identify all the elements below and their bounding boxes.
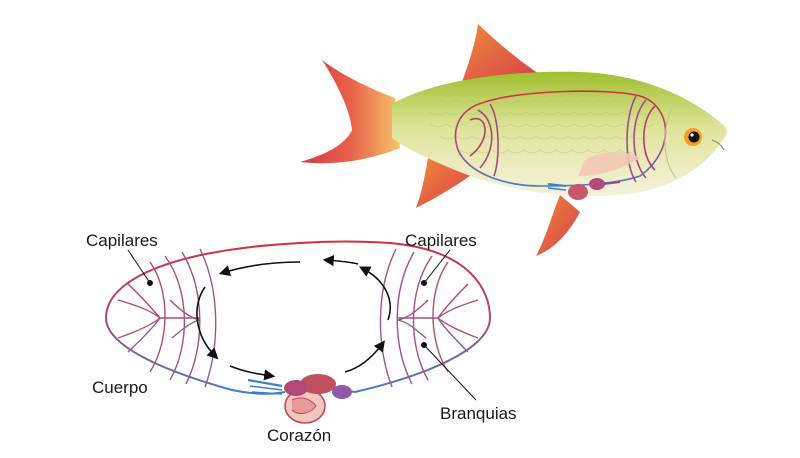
arrow-right — [359, 266, 391, 321]
arrow-bottom-left — [229, 365, 276, 381]
capillaries-body — [117, 248, 217, 388]
arrow-bottom-right — [344, 340, 385, 373]
fish-eye — [684, 128, 702, 146]
vein-to-heart — [231, 389, 286, 395]
fish-circulation-loop — [454, 90, 667, 187]
fish-illustration — [300, 24, 727, 256]
main-vessel-loop — [104, 240, 492, 393]
fish-scales — [429, 99, 655, 154]
tail-fin — [300, 60, 400, 164]
heart — [247, 374, 352, 424]
arrow-top-left — [218, 261, 301, 277]
label-capillaries-gills: Capilares — [405, 231, 477, 250]
arrow-left — [196, 286, 219, 360]
gill-cover — [664, 107, 677, 179]
fish-heart — [547, 178, 621, 200]
arrow-top-right — [322, 254, 359, 267]
label-heart: Corazón — [267, 426, 332, 445]
flow-arrows — [196, 254, 391, 381]
circulation-schematic — [104, 240, 492, 424]
fish-mouth — [711, 139, 725, 151]
pelvic-fin — [536, 195, 580, 256]
dorsal-fin — [462, 24, 545, 82]
label-body: Cuerpo — [92, 378, 148, 397]
pectoral-fin — [578, 152, 640, 176]
label-gills: Branquias — [440, 404, 517, 423]
capillaries-gills — [379, 248, 479, 388]
label-capillaries-body: Capilares — [86, 231, 158, 250]
label-leaders — [127, 249, 477, 401]
